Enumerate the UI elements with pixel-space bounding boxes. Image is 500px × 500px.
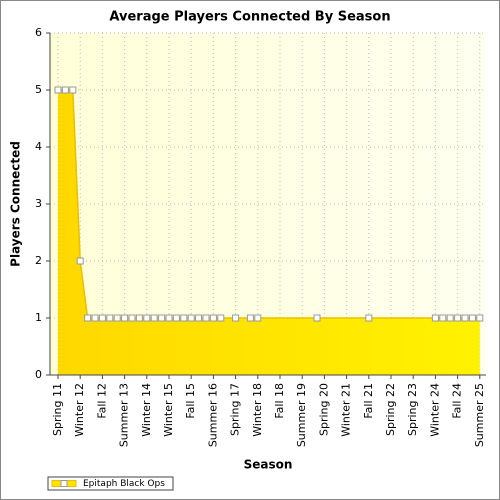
marker	[468, 314, 476, 322]
marks	[54, 86, 484, 375]
y-tick-label: 3	[35, 197, 42, 210]
marker	[313, 314, 321, 322]
marker	[195, 314, 203, 322]
marker	[202, 314, 210, 322]
x-tick-label: Winter 15	[162, 383, 175, 437]
y-tick-label: 1	[35, 311, 42, 324]
marker	[69, 86, 77, 94]
marker	[143, 314, 151, 322]
x-tick-label: Winter 14	[140, 383, 153, 437]
chart-title: Average Players Connected By Season	[109, 10, 390, 25]
marker	[254, 314, 262, 322]
marker	[91, 314, 99, 322]
axes: 0 1 2 3 4 5 6 Spring 11 Winter 12 Fall 12 Summer 1…	[35, 26, 486, 447]
x-tick-label: Summer 19	[295, 383, 308, 447]
marker	[128, 314, 136, 322]
x-tick-label: Fall 12	[95, 383, 108, 419]
marker	[158, 314, 166, 322]
marker	[439, 314, 447, 322]
marker	[209, 314, 217, 322]
marker	[98, 314, 106, 322]
x-tick-label: Winter 18	[251, 383, 264, 437]
marker	[180, 314, 188, 322]
legend-marker	[60, 480, 68, 487]
marker	[172, 314, 180, 322]
marker	[187, 314, 195, 322]
marker	[476, 314, 484, 322]
marker	[446, 314, 454, 322]
legend: Epitaph Black Ops	[47, 476, 174, 491]
x-tick-label: Fall 24	[451, 383, 464, 419]
marker	[84, 314, 92, 322]
x-tick-label: Winter 24	[428, 383, 441, 437]
x-tick-label: Summer 13	[118, 383, 131, 447]
x-tick-label: Fall 21	[362, 383, 375, 419]
marker	[61, 86, 69, 94]
x-tick-label: Winter 12	[73, 383, 86, 437]
x-tick-label: Winter 21	[340, 383, 353, 437]
y-tick-label: 5	[35, 83, 42, 96]
marker	[431, 314, 439, 322]
x-tick-label: Fall 18	[273, 383, 286, 419]
marker	[461, 314, 469, 322]
x-tick-label: Fall 15	[184, 383, 197, 419]
marker	[365, 314, 373, 322]
marker	[121, 314, 129, 322]
x-tick-label: Spring 11	[51, 383, 64, 436]
marker	[150, 314, 158, 322]
x-tick-label: Spring 22	[384, 383, 397, 436]
marker	[165, 314, 173, 322]
y-tick-label: 2	[35, 254, 42, 267]
marker	[232, 314, 240, 322]
marker	[76, 257, 84, 265]
marker	[246, 314, 254, 322]
x-tick-label: Summer 25	[473, 383, 486, 447]
marker	[106, 314, 114, 322]
y-tick-label: 6	[35, 26, 42, 39]
marker	[454, 314, 462, 322]
x-tick-label: Spring 17	[229, 383, 242, 436]
legend-box	[47, 476, 174, 491]
marker	[54, 86, 62, 94]
marker	[113, 314, 121, 322]
legend-label: Epitaph Black Ops	[83, 479, 165, 489]
y-axis-title: Players Connected	[9, 141, 23, 267]
y-tick-label: 4	[35, 140, 42, 153]
marker	[217, 314, 225, 322]
y-tick-label: 0	[35, 368, 42, 381]
x-tick-label: Summer 16	[206, 383, 219, 447]
marker	[135, 314, 143, 322]
x-tick-label: Spring 20	[317, 383, 330, 436]
x-axis-title: Season	[244, 458, 293, 472]
x-tick-label: Spring 23	[406, 383, 419, 436]
